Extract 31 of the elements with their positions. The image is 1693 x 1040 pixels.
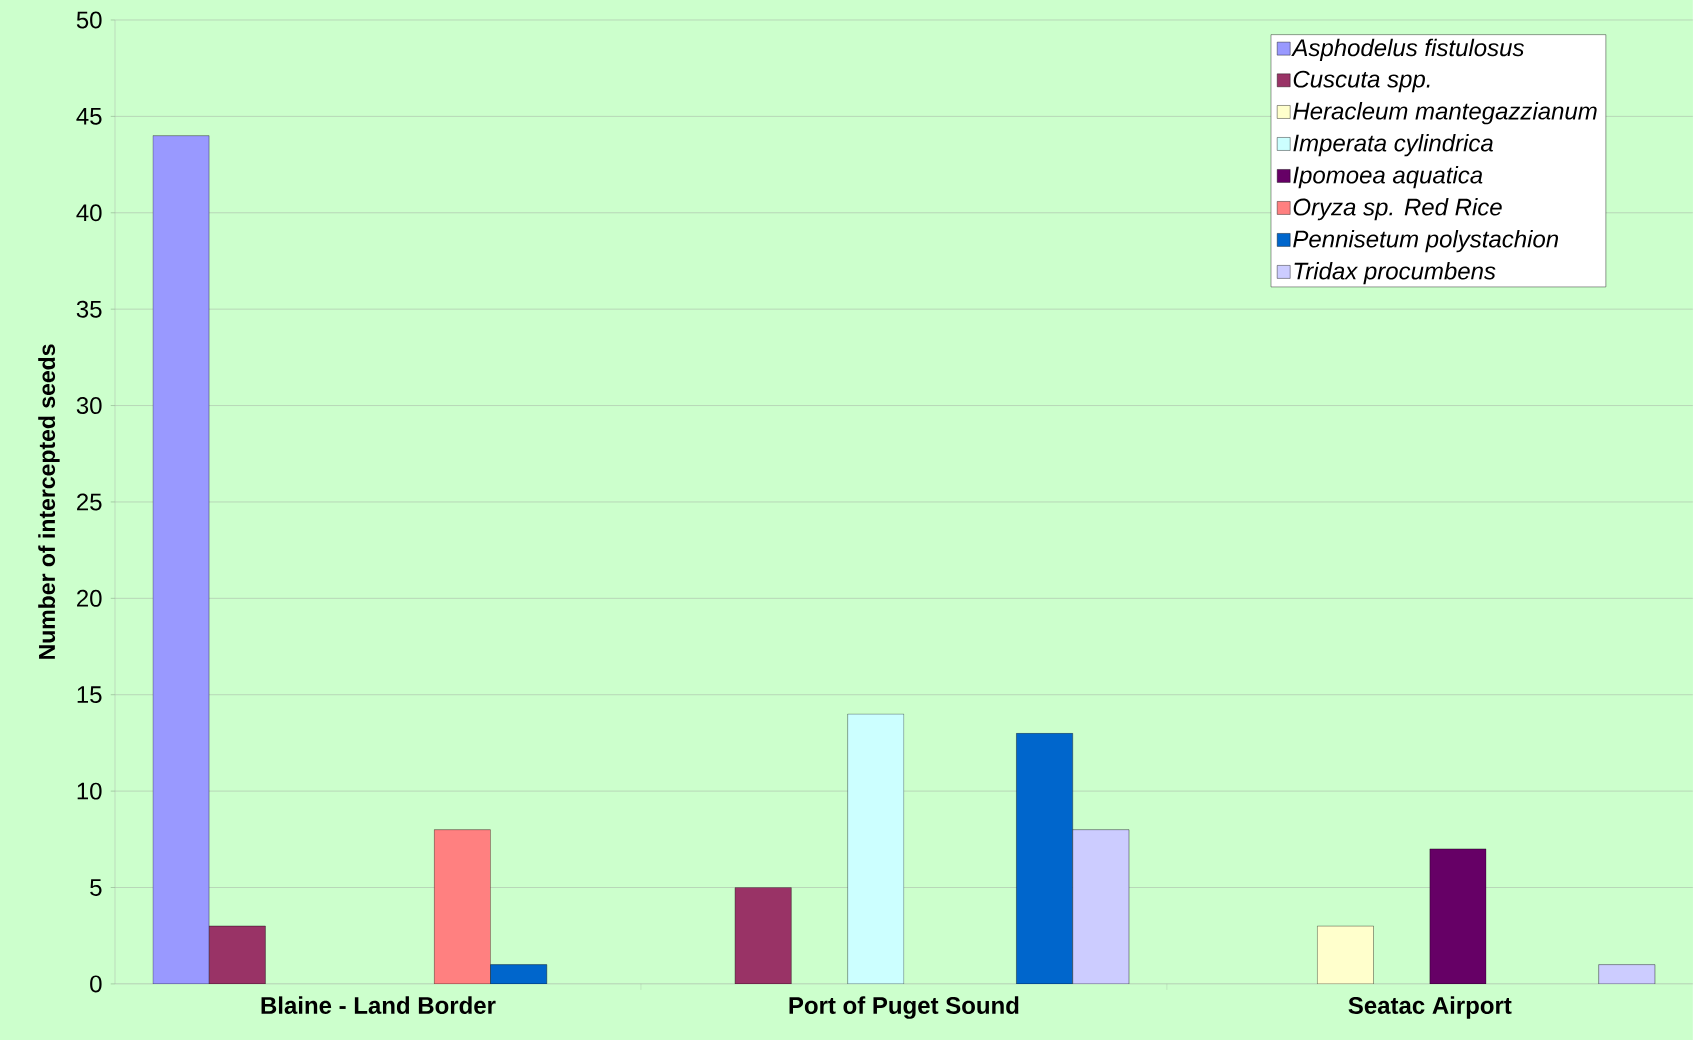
bar xyxy=(734,887,792,984)
y-tick-label: 40 xyxy=(76,204,102,222)
legend-label: Cuscuta spp. xyxy=(1293,70,1430,93)
y-tick-label: 15 xyxy=(77,686,102,704)
bar xyxy=(1317,925,1374,984)
bar xyxy=(1429,848,1487,984)
y-tick-label: 30 xyxy=(76,397,102,415)
legend-label: Imperata cylindrica xyxy=(1293,134,1493,157)
y-tick-label: 25 xyxy=(77,493,102,511)
legend-label: Ipomoea aquatica xyxy=(1293,166,1483,189)
y-tick-label: 50 xyxy=(76,11,102,29)
x-tick-label: Seatac Airport xyxy=(1348,996,1512,1019)
y-tick-label: 5 xyxy=(90,879,102,896)
legend-label: Tridax procumbens xyxy=(1294,261,1496,285)
bar xyxy=(847,713,905,984)
y-tick-label: 45 xyxy=(76,108,102,125)
y-axis-title: Number of intercepted seeds xyxy=(38,344,60,659)
x-tick-label: Blaine - Land Border xyxy=(261,996,496,1015)
y-tick-label: 20 xyxy=(77,589,102,607)
y-tick-label: 10 xyxy=(77,782,102,800)
x-tick-label: Port of Puget Sound xyxy=(789,996,1019,1019)
bar xyxy=(490,964,547,984)
bar xyxy=(1598,964,1656,984)
legend-label: Heracleum mantegazzianum xyxy=(1293,102,1597,125)
bar xyxy=(1016,733,1073,984)
bar xyxy=(1072,829,1130,984)
y-tick-label: 0 xyxy=(90,975,102,993)
legend-label: Pennisetum polystachion xyxy=(1293,229,1559,253)
legend-label: Oryza sp. Red Rice xyxy=(1293,197,1502,221)
y-tick-label: 35 xyxy=(76,300,102,318)
legend-label: Asphodelus fistulosus xyxy=(1291,38,1524,62)
